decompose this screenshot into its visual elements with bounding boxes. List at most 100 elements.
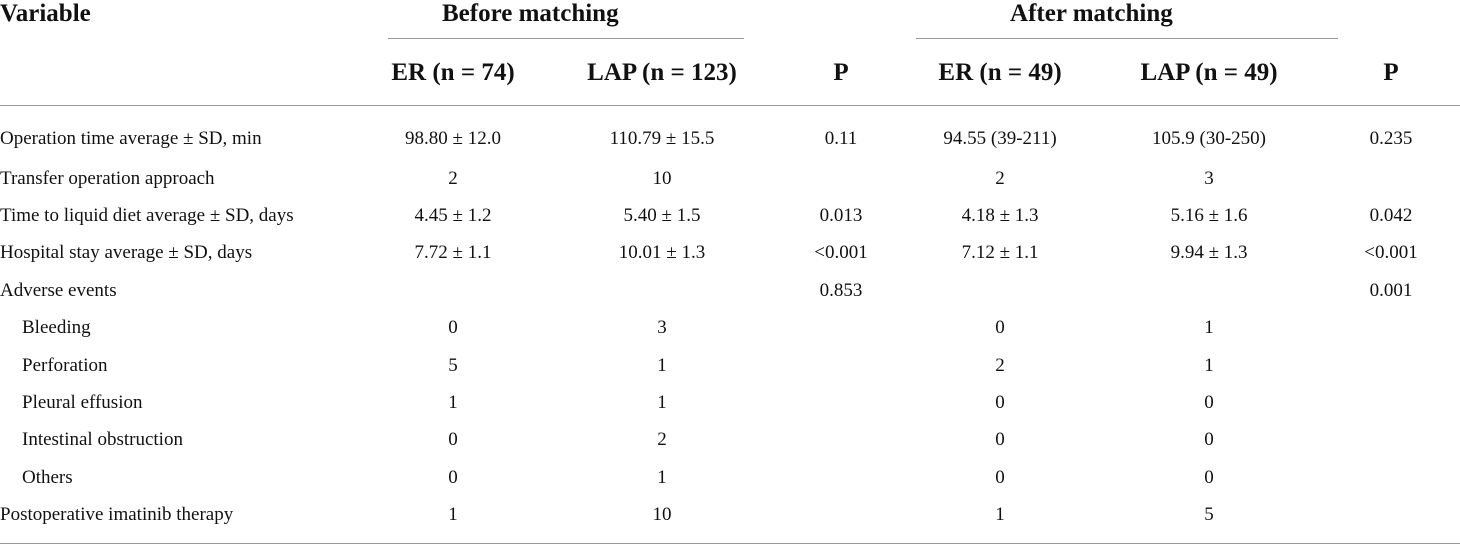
cell-er-before: 0 [448, 466, 458, 488]
table-body: Operation time average ± SD, min 98.80 ±… [0, 106, 1460, 534]
cell-er-before: 1 [448, 504, 458, 526]
cell-lap-before: 10.01 ± 1.3 [618, 242, 706, 264]
row-label: Others [22, 466, 73, 488]
table-row: Postoperative imatinib therapy 1 10 1 5 [0, 497, 1460, 534]
cell-lap-before: 3 [657, 317, 667, 339]
cell-er-after: 4.18 ± 1.3 [961, 205, 1039, 227]
cell-p-after [1322, 422, 1460, 459]
cell-er-before: 1 [448, 392, 458, 414]
cell-p-after [1322, 160, 1460, 197]
cell-lap-after: 0 [1204, 392, 1214, 414]
cell-lap-before: 5.40 ± 1.5 [623, 205, 701, 227]
cell-er-before: 5 [448, 354, 458, 376]
group-header-before: Before matching [360, 0, 904, 40]
cell-lap-before: 110.79 ± 15.5 [609, 128, 715, 149]
group-header-before-label: Before matching [442, 0, 619, 27]
cell-p-before: <0.001 [814, 242, 868, 264]
cell-lap-after: 5 [1204, 504, 1214, 526]
cell-er-after: 94.55 (39-211) [943, 128, 1057, 149]
cell-er-before: 98.80 ± 12.0 [405, 128, 501, 149]
cell-lap-before: 1 [657, 392, 667, 414]
cell-er-before: 0 [448, 317, 458, 339]
cell-p-after: 0.042 [1369, 205, 1413, 227]
cell-p-before [778, 459, 904, 496]
cell-er-after: 1 [995, 504, 1005, 526]
group-underline-after [916, 38, 1338, 39]
cell-lap-after: 0 [1204, 466, 1214, 488]
cell-er-after: 0 [995, 317, 1005, 339]
column-header-row: ER (n = 74) LAP (n = 123) P ER (n = 49) … [0, 40, 1460, 106]
cell-er-after: 7.12 ± 1.1 [961, 242, 1039, 264]
cell-p-after [1322, 384, 1460, 421]
cell-p-before: 0.11 [824, 128, 858, 149]
row-label: Time to liquid diet average ± SD, days [0, 205, 294, 227]
cell-lap-after: 1 [1204, 317, 1214, 339]
cell-er-after: 2 [995, 167, 1005, 189]
cell-lap-before: 2 [657, 429, 667, 451]
cell-lap-before [546, 272, 778, 309]
cell-p-before [778, 384, 904, 421]
cell-lap-after: 0 [1204, 429, 1214, 451]
cell-er-after [904, 272, 1096, 309]
row-label: Postoperative imatinib therapy [0, 504, 234, 526]
table-row: Operation time average ± SD, min 98.80 ±… [0, 106, 1460, 160]
row-label: Pleural effusion [22, 392, 143, 414]
cell-p-after: 0.001 [1369, 279, 1413, 301]
cell-p-after [1322, 497, 1460, 534]
cell-lap-after [1096, 272, 1322, 309]
cell-p-after: 0.235 [1369, 128, 1413, 149]
results-table: Variable Before matching After matching … [0, 0, 1460, 534]
cell-er-before: 2 [448, 167, 458, 189]
cell-lap-before: 1 [657, 354, 667, 376]
cell-er-before: 0 [448, 429, 458, 451]
column-header-er-after: ER (n = 49) [938, 59, 1062, 86]
cell-lap-after: 3 [1204, 167, 1214, 189]
row-label: Transfer operation approach [0, 167, 215, 189]
cell-p-before [778, 160, 904, 197]
cell-er-after: 0 [995, 466, 1005, 488]
column-header-lap-before: LAP (n = 123) [587, 59, 737, 86]
cell-p-before: 0.853 [819, 279, 863, 301]
group-header-after: After matching [904, 0, 1460, 40]
group-underline-before [388, 38, 744, 39]
table-row: Bleeding 0 3 0 1 [0, 310, 1460, 347]
table-row: Transfer operation approach 2 10 2 3 [0, 160, 1460, 197]
header-rule [0, 105, 1460, 106]
table-row: Perforation 5 1 2 1 [0, 347, 1460, 384]
cell-lap-after: 9.94 ± 1.3 [1170, 242, 1248, 264]
table-row: Time to liquid diet average ± SD, days 4… [0, 197, 1460, 234]
cell-p-before [778, 497, 904, 534]
column-header-lap-after: LAP (n = 49) [1140, 59, 1278, 86]
cell-p-after [1322, 459, 1460, 496]
cell-lap-before: 10 [652, 504, 672, 526]
table-row: Others 0 1 0 0 [0, 459, 1460, 496]
column-header-p-after: P [1383, 59, 1399, 86]
table-row: Adverse events 0.853 0.001 [0, 272, 1460, 309]
row-label: Perforation [22, 354, 108, 376]
cell-p-before [778, 422, 904, 459]
row-label: Hospital stay average ± SD, days [0, 242, 253, 264]
cell-p-before [778, 310, 904, 347]
table-row: Intestinal obstruction 0 2 0 0 [0, 422, 1460, 459]
variable-header: Variable [0, 0, 91, 27]
group-header-row: Variable Before matching After matching [0, 0, 1460, 40]
cell-lap-after: 5.16 ± 1.6 [1170, 205, 1248, 227]
cell-lap-before: 10 [652, 167, 672, 189]
cell-er-after: 0 [995, 429, 1005, 451]
table-row: Hospital stay average ± SD, days 7.72 ± … [0, 235, 1460, 272]
cell-p-before: 0.013 [819, 205, 863, 227]
cell-er-after: 0 [995, 392, 1005, 414]
cell-lap-before: 1 [657, 466, 667, 488]
row-label: Adverse events [0, 279, 117, 301]
row-label: Intestinal obstruction [22, 429, 183, 451]
cell-er-before: 7.72 ± 1.1 [414, 242, 492, 264]
table-row: Pleural effusion 1 1 0 0 [0, 384, 1460, 421]
row-label: Operation time average ± SD, min [0, 128, 262, 149]
cell-er-after: 2 [995, 354, 1005, 376]
column-header-p-before: P [833, 59, 849, 86]
cell-p-after: <0.001 [1364, 242, 1418, 264]
group-header-after-label: After matching [1010, 0, 1173, 27]
column-header-er-before: ER (n = 74) [391, 59, 515, 86]
row-label: Bleeding [22, 317, 91, 339]
